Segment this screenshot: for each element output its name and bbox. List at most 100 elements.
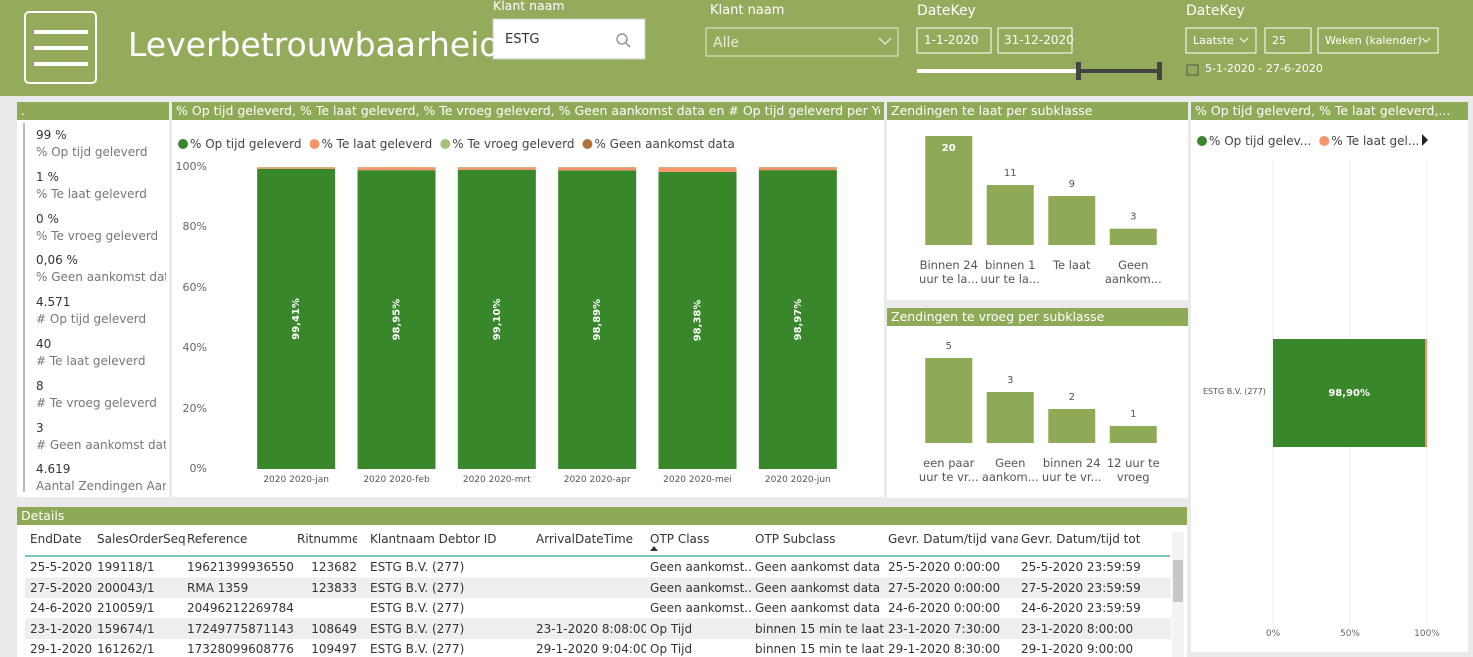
table-cell: Geen aankomst... [650, 580, 752, 595]
column-header[interactable]: EndDate [30, 532, 82, 546]
dropdown-arrow [1239, 37, 1249, 43]
panel-title-bar [17, 507, 1187, 525]
panel-title: Zendingen te laat per subklasse [891, 103, 1093, 118]
panel-title: % Op tijd geleverd, % Te laat geleverd,.… [1195, 103, 1451, 118]
kpi-value: 0 % [36, 211, 59, 226]
slider-handle[interactable] [1076, 62, 1081, 80]
kpi-label: % Op tijd geleverd [36, 145, 148, 159]
table-cell: 199118/1 [97, 560, 155, 574]
table-cell: 27-5-2020 [30, 580, 93, 595]
table-cell: 200043/1 [97, 580, 155, 595]
relative-unit[interactable]: Weken (kalender) [1325, 34, 1422, 47]
column-header[interactable]: Gevr. Datum/tijd tot [1021, 532, 1141, 546]
kpi-value: 4.619 [36, 462, 71, 477]
count-input[interactable] [1264, 27, 1312, 54]
bar [1048, 409, 1096, 443]
column-header[interactable]: Reference [187, 532, 248, 546]
bar [1048, 195, 1096, 245]
y-tick-label: ESTG B.V. (277) [1203, 387, 1266, 396]
bar [1109, 426, 1157, 443]
slider-handle[interactable] [1157, 62, 1162, 80]
dropdown[interactable] [705, 27, 899, 57]
relative-count[interactable]: 25 [1272, 34, 1286, 47]
table-cell: Geen aankomst data [755, 601, 881, 615]
legend-marker [440, 139, 451, 149]
column-header[interactable]: Klantnaam Debtor ID [370, 532, 497, 546]
column-header[interactable]: OTP Class [650, 532, 710, 546]
table-cell: 17249775871143 [187, 621, 294, 636]
bar-segment [658, 171, 737, 469]
x-tick-label: 50% [1339, 629, 1360, 639]
table-cell: 27-5-2020 0:00:00 [888, 580, 1001, 595]
table-cell: ESTG B.V. (277) [370, 580, 465, 595]
data-label: 98,97% [793, 299, 804, 341]
dropdown-value[interactable]: Alle [713, 35, 739, 51]
bar-segment [257, 168, 336, 469]
bar [925, 136, 973, 245]
x-tick-label: binnen 1 uur te la... [980, 258, 1040, 286]
date-from[interactable]: 1-1-2020 [924, 33, 979, 47]
filter-label: DateKey [917, 3, 976, 19]
legend-marker [309, 139, 320, 149]
menu-button[interactable] [24, 11, 97, 84]
bar-segment [658, 167, 737, 172]
table-cell: 17328099608776 [187, 642, 294, 656]
panel-title: % Op tijd geleverd, % Te laat geleverd, … [176, 103, 880, 118]
panel-title-bar [887, 308, 1188, 326]
date-to[interactable]: 31-12-2020 [1004, 33, 1074, 47]
table-cell: binnen 15 min te laat [755, 642, 885, 656]
table-cell: 24-6-2020 [30, 601, 93, 615]
search-value[interactable]: ESTG [505, 32, 540, 47]
kpi-value: 99 % [36, 128, 67, 142]
table-cell: binnen 15 min te laat [755, 621, 885, 636]
x-tick-label: 0% [1265, 629, 1281, 639]
x-tick-label: Binnen 24 uur te la... [919, 258, 979, 286]
legend-label: % Te laat gel... [1331, 134, 1420, 148]
data-label: 2 [1069, 392, 1075, 403]
table-cell: Op Tijd [650, 642, 693, 656]
bar [986, 185, 1034, 245]
bar-segment [758, 170, 837, 469]
scrollbar-thumb[interactable] [1173, 560, 1183, 602]
dropdown-arrow [878, 37, 892, 45]
column-header[interactable]: Gevr. Datum/tijd vanaf [888, 532, 1018, 546]
bar-segment [1425, 339, 1427, 447]
bar [986, 392, 1034, 443]
panel-title: . [21, 103, 25, 118]
table-cell: Geen aankomst data [755, 560, 881, 574]
legend-label: % Te laat geleverd [321, 137, 433, 151]
filter-label: Klant naam [493, 0, 565, 13]
dropdown[interactable] [1185, 27, 1257, 54]
panel-title-bar [172, 102, 884, 120]
bar-segment [457, 167, 536, 170]
table-cell: 23-1-2020 [30, 621, 93, 636]
column-header[interactable]: ArrivalDateTime [536, 532, 634, 546]
relative-mode[interactable]: Laatste [1193, 34, 1234, 47]
bar-segment [1273, 339, 1426, 447]
date-input[interactable] [997, 27, 1073, 54]
date-input[interactable] [916, 27, 992, 54]
data-label: 11 [1004, 168, 1017, 179]
y-tick-label: 100% [175, 160, 207, 173]
data-label: 20 [942, 143, 956, 154]
legend-label: % Op tijd geleverd [190, 137, 302, 151]
table-cell: 29-1-2020 [30, 642, 93, 656]
bar-segment [457, 169, 536, 469]
column-header[interactable]: Ritnummer [297, 532, 357, 546]
table-cell: 25-5-2020 23:59:59 [1021, 560, 1141, 574]
data-label: 98,90% [1328, 388, 1370, 399]
column-header[interactable]: SalesOrderSeq [97, 532, 185, 546]
legend-next[interactable] [1422, 134, 1428, 146]
x-tick-label: 2020 2020-mrt [462, 475, 531, 485]
table-cell: ESTG B.V. (277) [370, 601, 465, 615]
bar-segment [357, 170, 436, 469]
table-cell: ESTG B.V. (277) [370, 642, 465, 656]
search-box[interactable] [492, 18, 646, 60]
column-header[interactable]: OTP Subclass [755, 532, 836, 546]
dropdown[interactable] [1317, 27, 1439, 54]
menu-icon [34, 30, 88, 66]
bar-segment [758, 167, 837, 171]
legend-marker [1319, 136, 1330, 146]
